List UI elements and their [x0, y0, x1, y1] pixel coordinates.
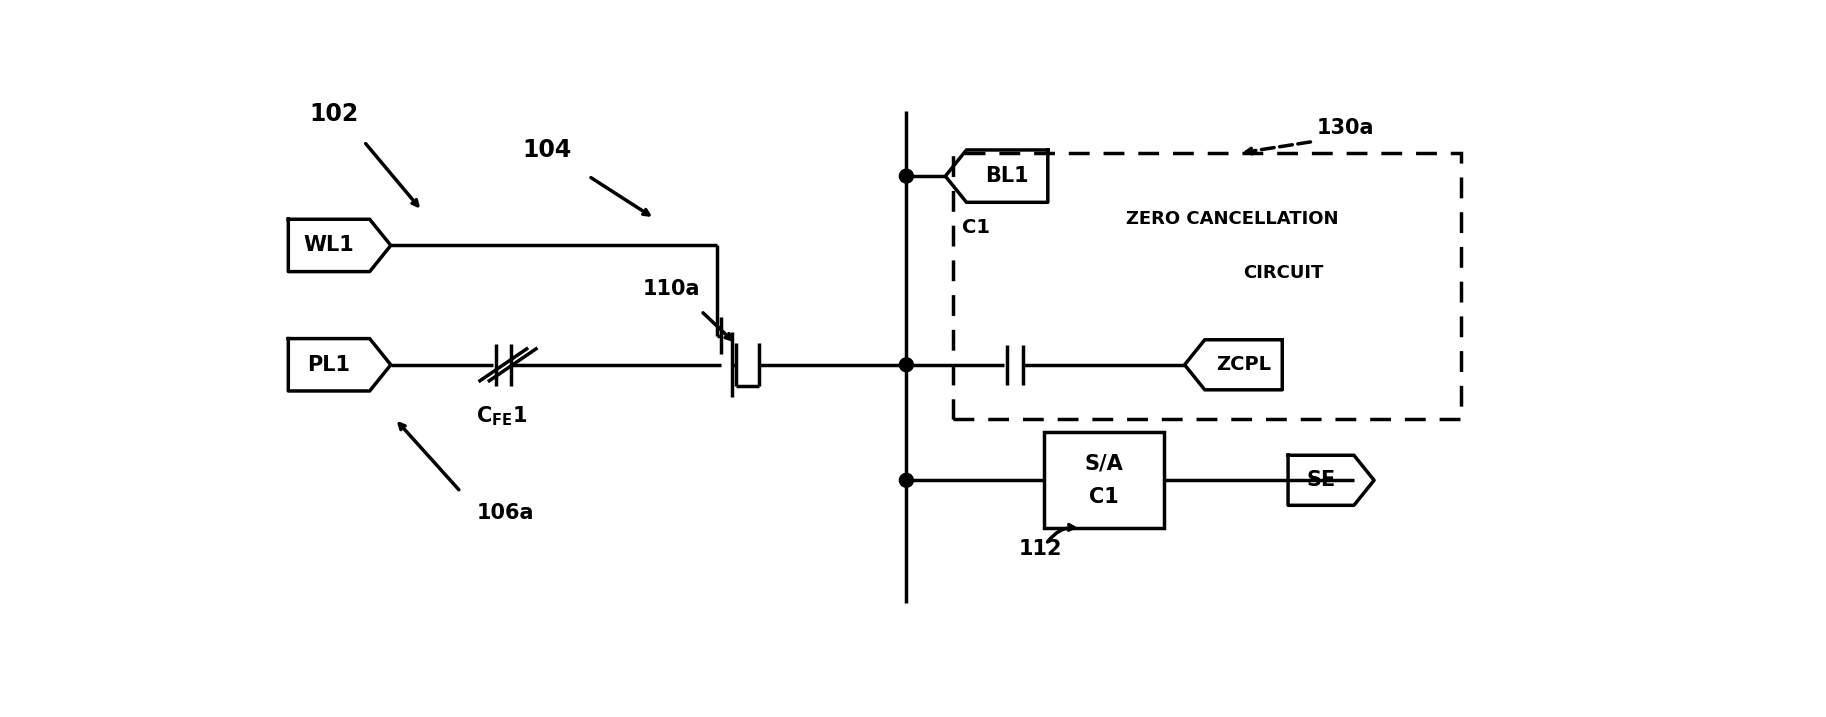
Text: ZCPL: ZCPL	[1216, 356, 1271, 374]
Text: C$_{\mathregular{FE}}$1: C$_{\mathregular{FE}}$1	[475, 404, 526, 428]
Text: 112: 112	[1019, 539, 1063, 559]
Text: C1: C1	[1088, 488, 1119, 507]
Text: 104: 104	[522, 138, 572, 162]
Text: C1: C1	[962, 218, 990, 237]
Text: S/A: S/A	[1085, 453, 1123, 473]
Text: WL1: WL1	[303, 235, 354, 255]
Text: 106a: 106a	[477, 503, 533, 523]
Text: PL1: PL1	[307, 355, 351, 375]
Text: 130a: 130a	[1317, 118, 1375, 138]
Circle shape	[900, 169, 913, 183]
Bar	[1044, 432, 1163, 528]
Text: SE: SE	[1306, 470, 1335, 490]
Text: 102: 102	[310, 102, 360, 125]
Text: BL1: BL1	[986, 166, 1028, 186]
Text: 110a: 110a	[643, 280, 701, 300]
Circle shape	[900, 473, 913, 488]
Text: ZERO CANCELLATION: ZERO CANCELLATION	[1127, 211, 1338, 229]
Text: CIRCUIT: CIRCUIT	[1244, 264, 1324, 282]
Bar	[953, 153, 1461, 419]
Circle shape	[900, 358, 913, 371]
